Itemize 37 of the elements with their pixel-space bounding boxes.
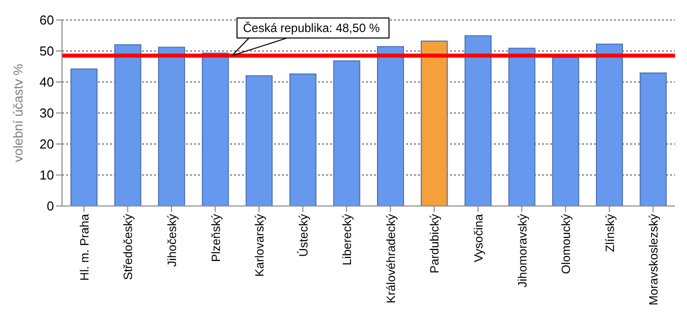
bar bbox=[246, 75, 273, 206]
bar bbox=[508, 48, 536, 206]
bar bbox=[70, 68, 98, 206]
y-axis-title: volební účastv % bbox=[10, 63, 26, 162]
bar bbox=[202, 52, 229, 206]
x-tick-label: Vysočina bbox=[471, 214, 486, 262]
bar bbox=[333, 60, 360, 206]
ref-line-label: Česká republika: 48,50 % bbox=[243, 21, 380, 35]
x-tick-label: Pardubický bbox=[428, 214, 442, 274]
x-tick-label: Středočeský bbox=[121, 214, 136, 280]
x-tick-label: Liberecký bbox=[340, 214, 354, 266]
x-tick-label: Královéhradecký bbox=[384, 214, 398, 304]
y-tick-label: 30 bbox=[40, 106, 54, 121]
x-tick-label: Olomoucký bbox=[559, 214, 574, 274]
y-tick-label: 40 bbox=[40, 74, 54, 90]
y-tick-label: 10 bbox=[40, 168, 54, 183]
y-tick-label: 20 bbox=[40, 136, 54, 152]
x-tick-label: Jihočeský bbox=[164, 214, 179, 267]
bar bbox=[596, 44, 623, 206]
x-tick-label: Jihomoravský bbox=[515, 214, 530, 288]
bar bbox=[377, 46, 404, 206]
x-tick-label: Plzeňský bbox=[208, 214, 223, 262]
x-tick-label: Moravskoslezský bbox=[646, 214, 661, 306]
y-tick-label: 0 bbox=[46, 198, 54, 214]
x-tick-label: Karlovarský bbox=[252, 214, 267, 277]
bar bbox=[114, 44, 142, 206]
x-tick-label: Ústecký bbox=[296, 214, 310, 257]
bar bbox=[640, 72, 667, 206]
x-tick-label: Zlínský bbox=[602, 214, 617, 252]
y-tick-label: 60 bbox=[40, 12, 54, 28]
bar bbox=[158, 46, 186, 206]
x-tick-label: Hl. m. Praha bbox=[77, 214, 92, 281]
bar bbox=[464, 35, 492, 206]
bar bbox=[289, 73, 316, 206]
bar bbox=[552, 56, 580, 206]
bar bbox=[420, 40, 448, 206]
y-tick-label: 50 bbox=[40, 44, 54, 59]
